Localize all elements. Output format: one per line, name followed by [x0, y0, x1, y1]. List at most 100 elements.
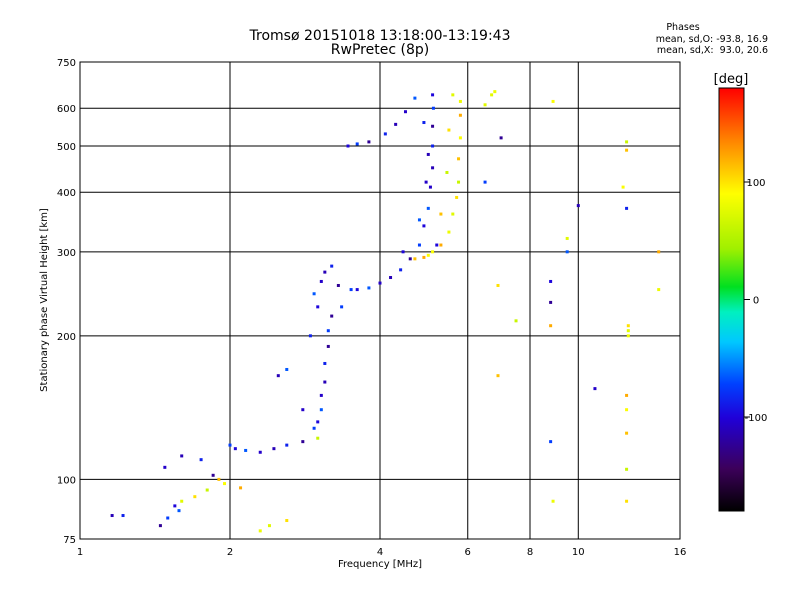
data-point-x	[447, 230, 451, 234]
data-point-o	[323, 380, 327, 384]
data-point-o	[312, 292, 316, 296]
data-point-o	[422, 121, 426, 125]
data-point-o	[319, 279, 323, 283]
data-point-x	[551, 499, 555, 503]
data-point-o	[431, 124, 435, 128]
data-point-o	[428, 185, 432, 189]
data-point-x	[496, 374, 500, 378]
data-point-o	[163, 465, 167, 469]
colorbar	[718, 87, 745, 512]
data-point-o	[316, 305, 320, 309]
data-point-x	[626, 334, 630, 338]
data-point-o	[166, 516, 170, 520]
data-point-o	[549, 440, 553, 444]
data-point-x	[422, 255, 426, 259]
x-tick-label: 2	[227, 547, 233, 558]
data-point-o	[349, 288, 353, 292]
data-point-o	[228, 443, 232, 447]
y-tick-labels: 75 100 200 300 400 500 600 750	[57, 58, 76, 546]
data-point-o	[355, 288, 359, 292]
data-point-o	[593, 387, 597, 391]
grid	[79, 61, 681, 540]
data-point-o	[401, 250, 405, 254]
x-tick-label: 1	[77, 547, 83, 558]
y-tick-label: 750	[57, 58, 76, 69]
x-tick-labels: 1 2 4 6 8 10 16	[77, 547, 687, 558]
data-point-o	[431, 144, 435, 148]
data-point-x	[258, 529, 262, 533]
data-point-o	[276, 374, 280, 378]
data-point-x	[426, 253, 430, 257]
data-point-x	[625, 148, 629, 152]
data-point-x	[625, 393, 629, 397]
data-point-x	[458, 113, 462, 117]
data-point-o	[431, 93, 435, 97]
data-point-x	[625, 499, 629, 503]
data-point-o	[346, 144, 350, 148]
chart-subtitle: RwPretec (8p)	[330, 42, 430, 58]
x-tick-label: 8	[527, 547, 533, 558]
data-point-o	[308, 334, 312, 338]
data-point-o	[367, 140, 371, 144]
data-point-x	[490, 93, 494, 97]
data-point-x	[431, 250, 435, 254]
data-point-o	[301, 408, 305, 412]
data-point-x	[413, 257, 417, 261]
y-tick-label: 75	[63, 535, 76, 546]
data-point-x	[625, 431, 629, 435]
data-point-x	[626, 329, 630, 333]
data-point-o	[326, 329, 330, 333]
data-point-x	[483, 103, 487, 107]
data-point-o	[110, 514, 114, 518]
data-point-x	[217, 477, 221, 481]
data-point-x	[455, 195, 459, 199]
x-tick-label: 6	[465, 547, 471, 558]
data-point-x	[193, 495, 197, 499]
data-point-x	[439, 212, 443, 216]
data-point-o	[323, 270, 327, 274]
data-point-o	[389, 276, 393, 280]
data-point-o	[483, 180, 487, 184]
data-point-x	[625, 408, 629, 412]
x-tick-label: 4	[377, 547, 383, 558]
data-point-o	[258, 450, 262, 454]
data-point-x	[458, 136, 462, 140]
data-point-x	[514, 319, 518, 323]
data-point-o	[625, 206, 629, 210]
colorbar-ticks: 100 0 -100	[744, 178, 767, 424]
data-point-x	[549, 324, 553, 328]
data-point-o	[340, 305, 344, 309]
data-point-x	[551, 99, 555, 103]
data-point-o	[233, 447, 237, 451]
data-point-x	[451, 93, 455, 97]
data-point-o	[158, 524, 162, 528]
data-point-x	[445, 170, 449, 174]
phases-legend-o: mean, sd,O: -93.8, 16.9	[655, 34, 768, 45]
data-point-o	[355, 142, 359, 146]
y-tick-label: 400	[57, 188, 76, 199]
data-point-o	[211, 473, 215, 477]
y-tick-label: 300	[57, 248, 76, 259]
data-point-o	[417, 218, 421, 222]
data-point-o	[173, 504, 177, 508]
data-point-x	[316, 436, 320, 440]
data-point-o	[383, 132, 387, 136]
data-point-x	[239, 486, 243, 490]
colorbar-tick-label: 0	[753, 296, 759, 307]
data-point-o	[413, 96, 417, 100]
data-point-o	[285, 443, 289, 447]
data-point-o	[312, 426, 316, 430]
y-axis-label: Stationary phase Virtual Height [km]	[39, 208, 50, 392]
data-point-o	[431, 106, 435, 110]
data-point-o	[301, 440, 305, 444]
data-point-o	[431, 166, 435, 170]
phases-legend-x: mean, sd,X: 93.0, 20.6	[656, 45, 768, 56]
data-point-o	[367, 286, 371, 290]
data-point-o	[417, 243, 421, 247]
data-point-o	[244, 448, 248, 452]
y-tick-label: 200	[57, 332, 76, 343]
data-point-x	[205, 488, 209, 492]
data-point-o	[316, 420, 320, 424]
data-point-x	[458, 99, 462, 103]
